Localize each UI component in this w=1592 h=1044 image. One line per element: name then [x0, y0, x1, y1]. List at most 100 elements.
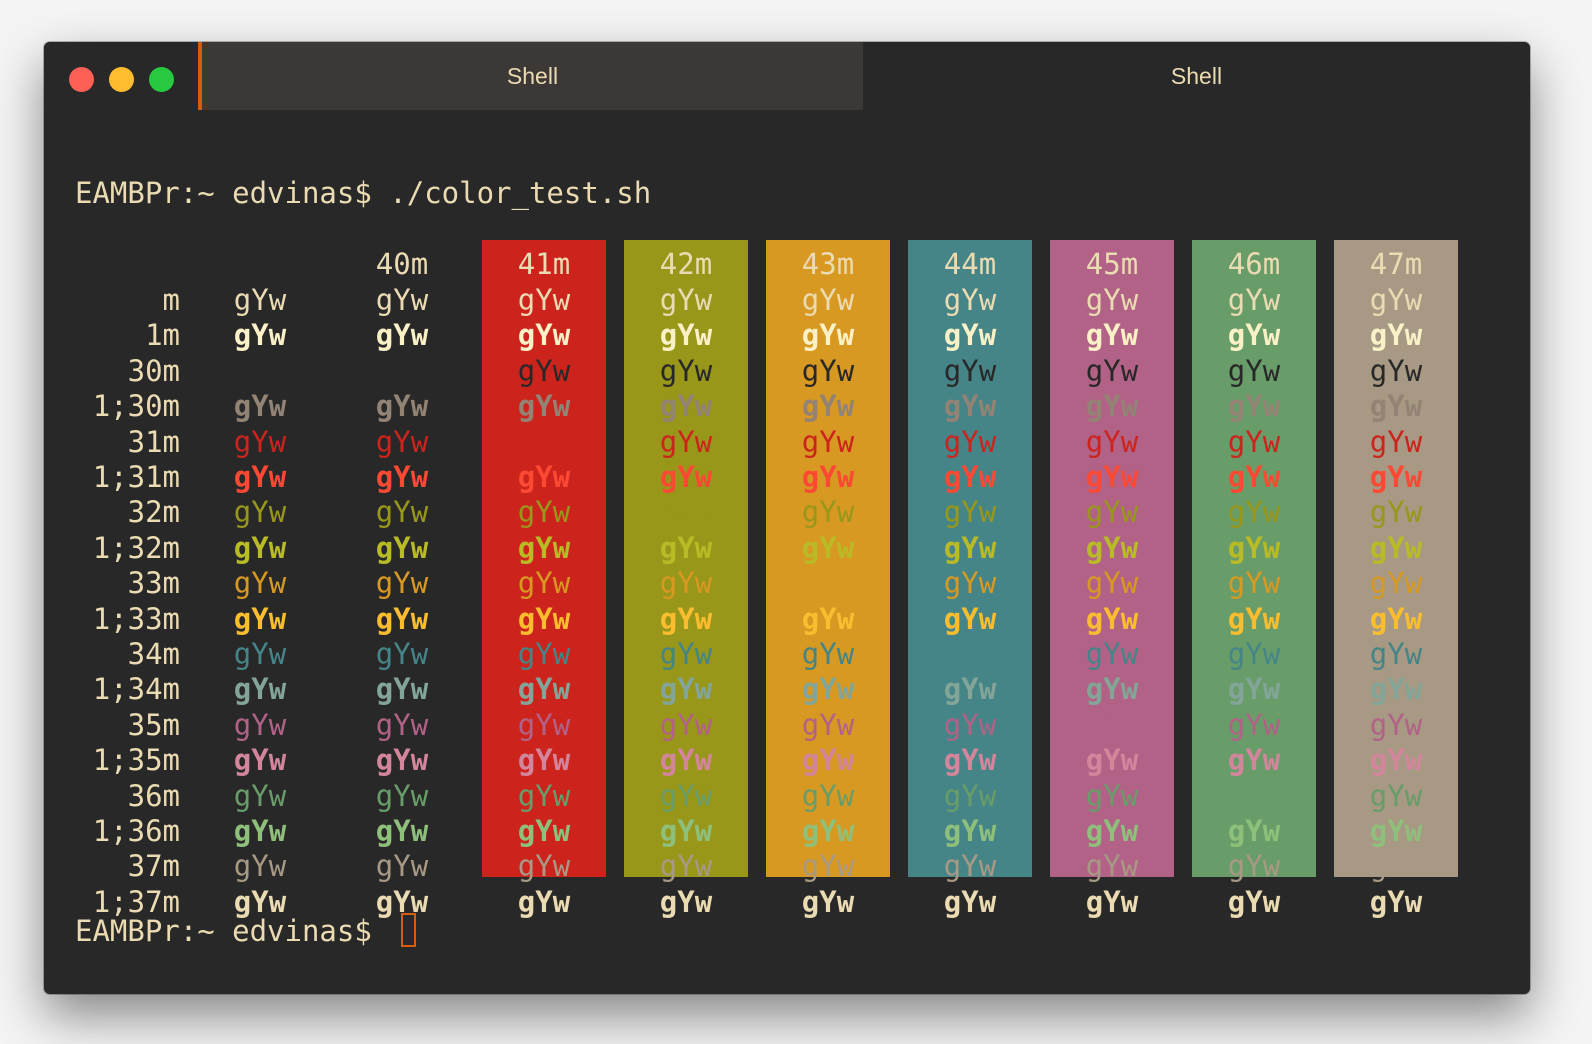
sample-cell: gYw	[1369, 389, 1423, 424]
minimize-window-button[interactable]	[109, 67, 134, 92]
sample-cell: gYw	[233, 389, 287, 424]
column-header: 41m	[517, 247, 571, 281]
row-label: 31m	[127, 424, 180, 459]
sample-cell: gYw	[375, 601, 429, 636]
row-label: 35m	[127, 707, 180, 742]
sample-cell: gYw	[1227, 884, 1281, 919]
tab-shell-active[interactable]: Shell	[198, 42, 863, 110]
row-label: 30m	[127, 353, 180, 388]
sample-cell: gYw	[801, 778, 855, 813]
column-header: 47m	[1369, 247, 1423, 281]
sample-cell: gYw	[801, 672, 855, 707]
row-label: 1;30m	[92, 389, 180, 424]
sample-cell: gYw	[1227, 707, 1281, 742]
text-cursor	[401, 913, 416, 947]
row-label: 32m	[127, 495, 180, 530]
sample-cell: gYw	[801, 566, 855, 601]
sample-cell: gYw	[659, 318, 713, 353]
sample-cell: gYw	[233, 460, 287, 494]
sample-cell: gYw	[233, 884, 287, 919]
sample-cell: gYw	[233, 601, 287, 636]
sample-cell: gYw	[1369, 849, 1423, 884]
sample-cell: gYw	[1085, 814, 1139, 848]
sample-cell: gYw	[1227, 283, 1281, 317]
sample-cell: gYw	[943, 884, 997, 919]
sample-cell: gYw	[801, 849, 855, 884]
sample-cell: gYw	[1085, 707, 1139, 742]
sample-cell: gYw	[1227, 601, 1281, 636]
sample-cell: gYw	[233, 530, 287, 565]
close-window-button[interactable]	[69, 67, 94, 92]
sample-cell: gYw	[233, 672, 287, 707]
sample-cell: gYw	[375, 283, 429, 317]
terminal-content[interactable]: EAMBPr:~ edvinas$ ./color_test.sh 40m 41m…	[44, 110, 1530, 994]
sample-cell: gYw	[659, 566, 713, 601]
sample-cell: gYw	[1369, 778, 1423, 813]
sample-cell: gYw	[943, 849, 997, 884]
terminal-window: Shell Shell EAMBPr:~ edvinas$ ./color_te…	[44, 42, 1530, 994]
sample-cell: gYw	[1085, 389, 1139, 424]
sample-cell: gYw	[1227, 778, 1281, 813]
sample-cell: gYw	[801, 424, 855, 459]
sample-cell: gYw	[1085, 495, 1139, 530]
zoom-window-button[interactable]	[149, 67, 174, 92]
prompt-line: EAMBPr:~ edvinas$	[75, 914, 390, 948]
sample-cell: gYw	[659, 849, 713, 884]
sample-cell: gYw	[801, 353, 855, 388]
tab-shell-inactive[interactable]: Shell	[1170, 63, 1223, 89]
sample-cell: gYw	[659, 884, 713, 919]
sample-cell: gYw	[1085, 884, 1139, 919]
sample-cell: gYw	[517, 743, 571, 778]
sample-cell: gYw	[659, 495, 713, 530]
sample-cell: gYw	[233, 707, 287, 742]
column-header: 46m	[1227, 247, 1281, 281]
sample-cell: gYw	[517, 601, 571, 636]
sample-cell: gYw	[943, 566, 997, 601]
sample-cell: gYw	[1227, 743, 1281, 778]
sample-cell: gYw	[375, 495, 429, 530]
sample-cell: gYw	[943, 707, 997, 742]
sample-cell: gYw	[1227, 672, 1281, 707]
sample-cell: gYw	[233, 424, 287, 459]
sample-cell: gYw	[1085, 743, 1139, 778]
sample-cell: gYw	[659, 601, 713, 636]
sample-cell: gYw	[943, 424, 997, 459]
sample-cell: gYw	[943, 283, 997, 317]
sample-cell: gYw	[943, 814, 997, 848]
sample-cell: gYw	[517, 389, 571, 424]
sample-cell: gYw	[659, 672, 713, 707]
sample-cell: gYw	[1085, 318, 1139, 353]
sample-cell: gYw	[375, 778, 429, 813]
sample-cell: gYw	[801, 495, 855, 530]
row-label: 33m	[127, 566, 180, 601]
bg-column-42m	[624, 240, 748, 877]
column-header: 45m	[1085, 247, 1139, 281]
row-label: 1;35m	[92, 743, 180, 778]
sample-cell: gYw	[1227, 637, 1281, 671]
sample-cell: gYw	[1227, 566, 1281, 601]
sample-cell: gYw	[1227, 318, 1281, 353]
sample-cell: gYw	[1369, 566, 1423, 601]
sample-cell: gYw	[943, 743, 997, 778]
sample-cell: gYw	[233, 814, 287, 848]
sample-cell: gYw	[375, 460, 429, 494]
sample-cell: gYw	[1227, 353, 1281, 388]
sample-cell: gYw	[233, 849, 287, 884]
sample-cell: gYw	[233, 743, 287, 778]
sample-cell: gYw	[659, 814, 713, 848]
sample-cell: gYw	[517, 318, 571, 353]
column-header: 40m	[375, 247, 429, 281]
sample-cell: gYw	[659, 637, 713, 671]
sample-cell: gYw	[1369, 424, 1423, 459]
sample-cell: gYw	[801, 283, 855, 317]
sample-cell: gYw	[659, 460, 713, 494]
sample-cell: gYw	[1085, 283, 1139, 317]
sample-cell: gYw	[1227, 849, 1281, 884]
sample-cell: gYw	[1227, 495, 1281, 530]
sample-cell: gYw	[517, 283, 571, 317]
sample-cell: gYw	[517, 353, 571, 388]
sample-cell: gYw	[1369, 460, 1423, 494]
sample-cell: gYw	[1369, 318, 1423, 353]
sample-cell: gYw	[1227, 389, 1281, 424]
sample-cell: gYw	[1085, 849, 1139, 884]
